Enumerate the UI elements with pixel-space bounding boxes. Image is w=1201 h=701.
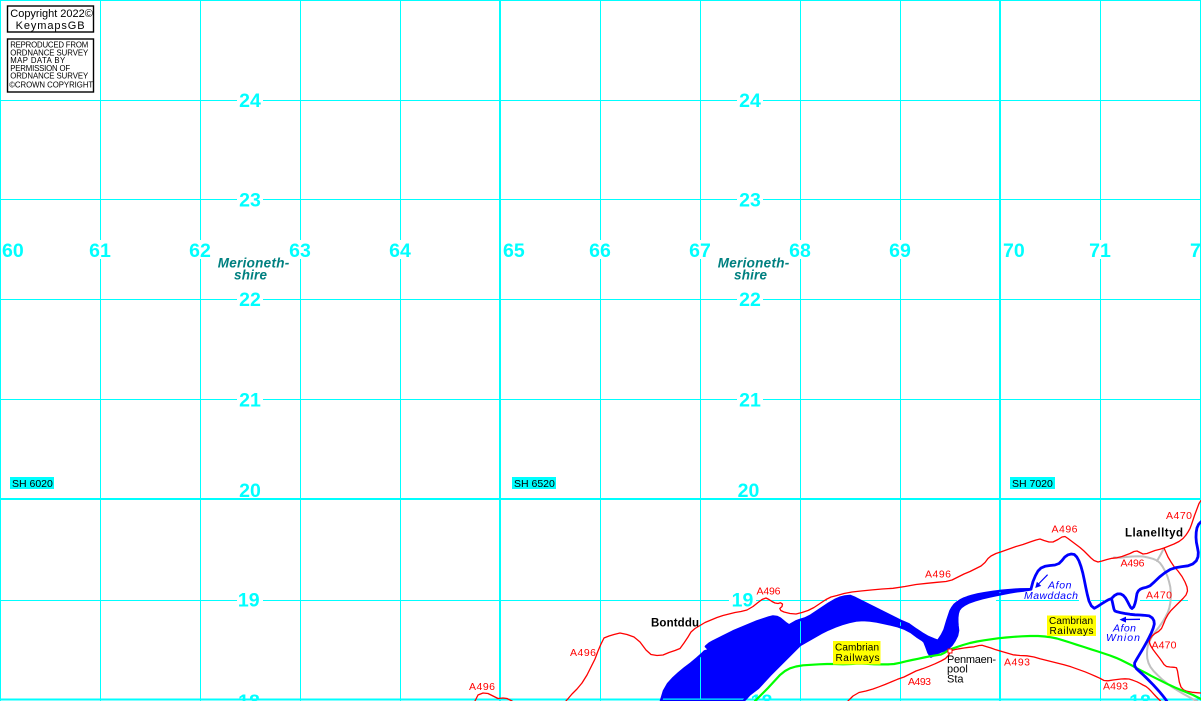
svg-text:72: 72 [1190,240,1201,262]
svg-text:A493: A493 [1103,681,1128,693]
svg-text:A470: A470 [1152,639,1177,651]
svg-text:A496: A496 [1052,524,1078,536]
svg-text:19: 19 [732,590,754,612]
svg-text:70: 70 [1003,240,1025,262]
svg-text:SH 6020: SH 6020 [12,478,53,490]
svg-text:A496: A496 [757,586,781,598]
svg-text:Merioneth-: Merioneth- [218,256,290,271]
svg-text:67: 67 [689,240,711,262]
svg-text:68: 68 [789,240,811,262]
svg-text:shire: shire [734,268,767,283]
svg-text:MAP DATA BY: MAP DATA BY [10,56,66,65]
svg-text:Copyright 2022©: Copyright 2022© [10,8,93,20]
svg-text:Wnion: Wnion [1106,632,1140,644]
svg-text:23: 23 [239,190,261,212]
svg-text:Llanelltyd: Llanelltyd [1125,528,1183,540]
svg-text:Mawddach: Mawddach [1024,590,1078,602]
svg-text:Sta: Sta [947,673,964,685]
svg-text:pool: pool [947,663,968,675]
svg-text:©CROWN COPYRIGHT: ©CROWN COPYRIGHT [9,81,93,90]
svg-text:Afon: Afon [1047,580,1072,592]
svg-text:24: 24 [239,90,261,112]
svg-text:23: 23 [739,190,761,212]
svg-text:64: 64 [389,240,411,262]
svg-text:Railways: Railways [1050,626,1094,637]
svg-text:Merioneth-: Merioneth- [718,256,790,271]
svg-text:63: 63 [289,240,311,262]
svg-text:Penmaen-: Penmaen- [947,654,996,666]
svg-text:Railways: Railways [836,653,880,664]
svg-text:A493: A493 [1004,656,1030,668]
svg-text:62: 62 [189,240,211,262]
svg-text:shire: shire [234,268,267,283]
svg-text:65: 65 [503,240,525,262]
svg-text:A470: A470 [1166,510,1192,522]
svg-text:ORDNANCE SURVEY: ORDNANCE SURVEY [10,48,89,57]
svg-text:19: 19 [238,590,260,612]
svg-text:SH 7020: SH 7020 [1012,478,1053,490]
svg-text:ORDNANCE SURVEY: ORDNANCE SURVEY [10,72,89,81]
svg-text:A496: A496 [925,569,951,581]
svg-text:A496: A496 [570,647,596,659]
svg-text:61: 61 [89,240,111,262]
svg-text:21: 21 [739,390,761,412]
svg-text:PERMISSION OF: PERMISSION OF [10,64,70,73]
svg-text:24: 24 [739,90,761,112]
svg-text:A470: A470 [1146,589,1172,601]
svg-text:A493: A493 [908,676,931,688]
svg-text:A496: A496 [1121,558,1145,570]
svg-text:Cambrian: Cambrian [835,643,879,654]
svg-text:22: 22 [239,289,261,311]
svg-text:18: 18 [1129,691,1151,701]
svg-text:18: 18 [238,691,260,701]
svg-text:20: 20 [738,480,760,502]
svg-text:REPRODUCED FROM: REPRODUCED FROM [10,41,88,50]
svg-text:SH 6520: SH 6520 [514,478,555,490]
svg-text:Cambrian: Cambrian [1049,616,1093,627]
svg-text:A496: A496 [469,681,495,693]
svg-text:66: 66 [589,240,611,262]
svg-text:20: 20 [239,480,261,502]
svg-text:Afon: Afon [1112,623,1136,635]
svg-text:22: 22 [739,289,761,311]
svg-text:Bontddu: Bontddu [651,618,699,630]
svg-text:18: 18 [751,691,773,701]
svg-text:KeymapsGB: KeymapsGB [16,20,85,32]
svg-text:69: 69 [889,240,911,262]
svg-text:60: 60 [2,240,24,262]
svg-text:71: 71 [1089,240,1111,262]
svg-text:21: 21 [239,390,261,412]
